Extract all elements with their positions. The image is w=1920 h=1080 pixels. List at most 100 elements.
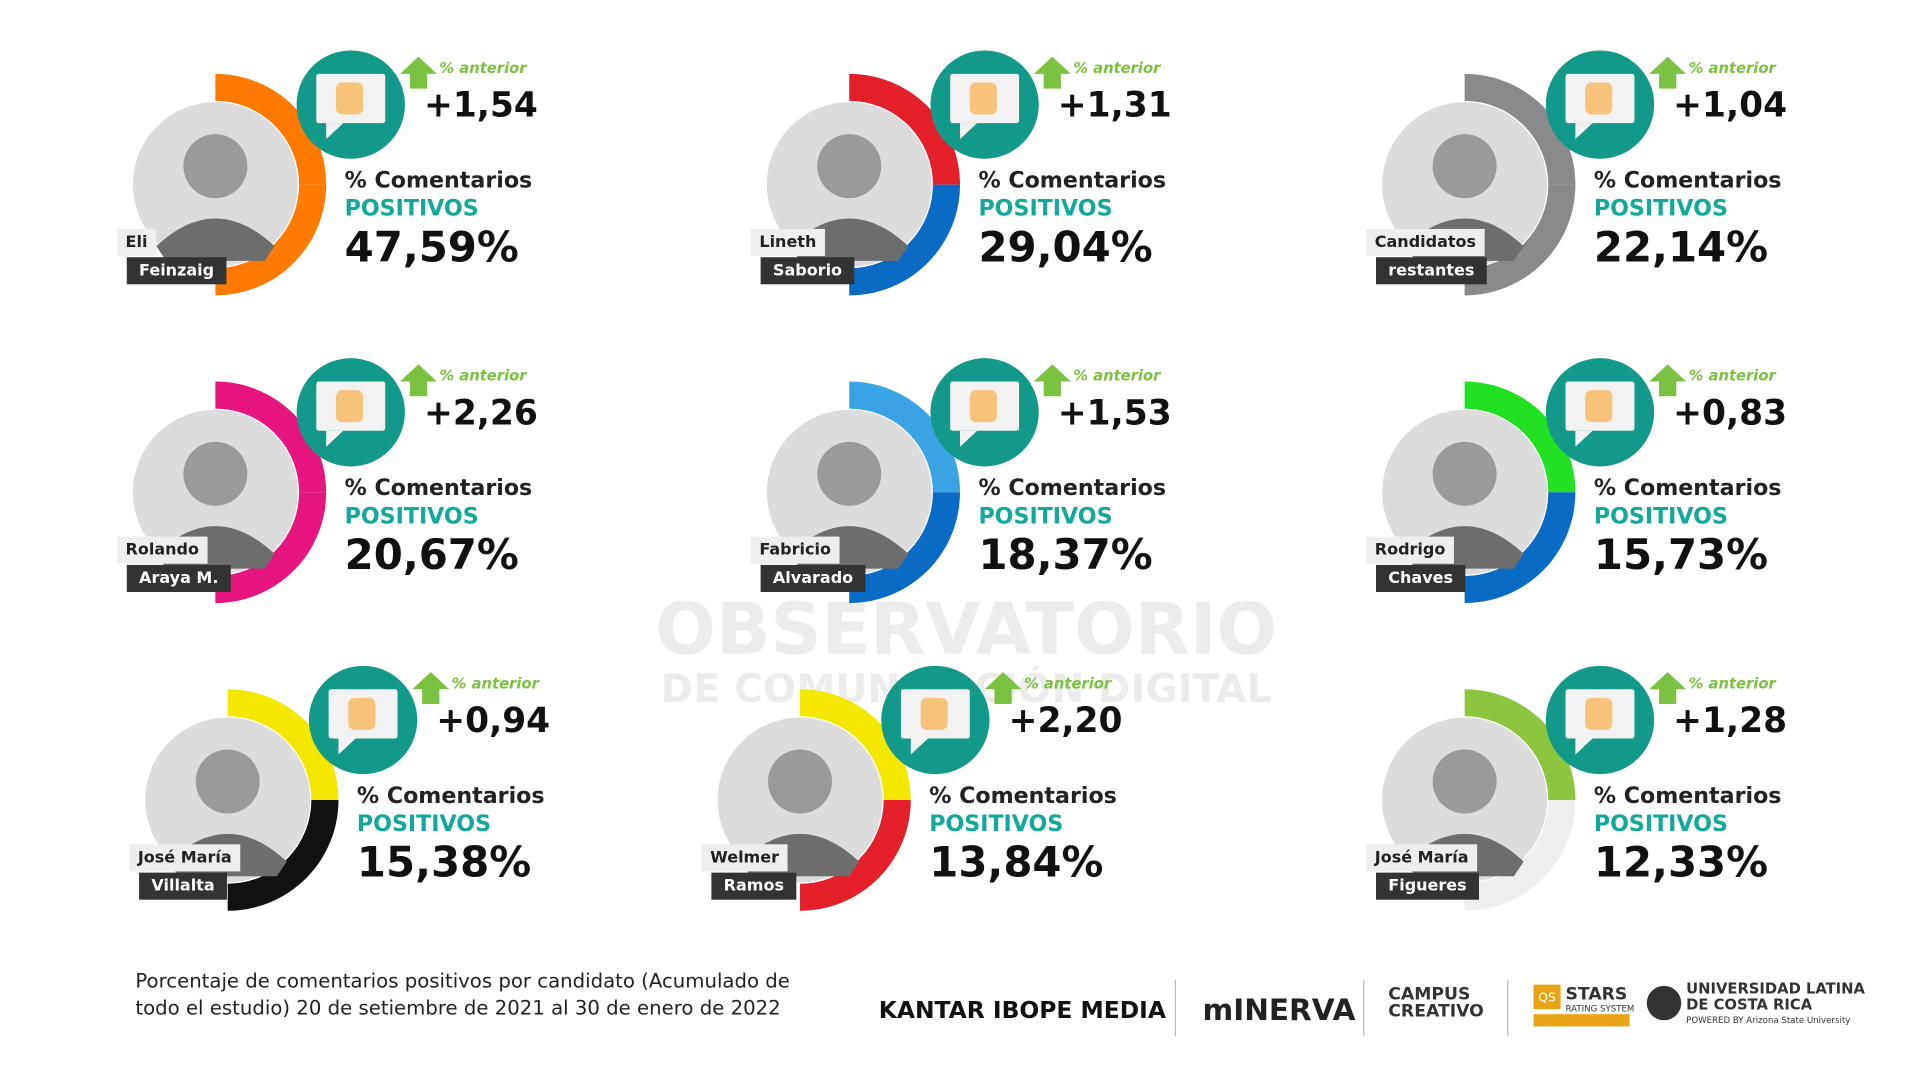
candidate-card: % anterior +0,83 % ComentariosPOSITIVOS15,… <box>1366 358 1787 604</box>
thumb-tail <box>960 430 978 447</box>
label-bottom: POSITIVOS <box>1594 811 1728 837</box>
candidate-card: % anterior +0,94 % ComentariosPOSITIVOS15,… <box>129 665 550 911</box>
name-box <box>1366 536 1454 564</box>
thumb <box>969 390 997 423</box>
ring-top <box>214 73 327 186</box>
ring-bottom <box>227 799 339 911</box>
up-arrow <box>984 672 1022 704</box>
logo: CAMPUS <box>1388 984 1470 1004</box>
change-label: % anterior <box>1024 675 1113 692</box>
last-name: Figueres <box>1388 876 1466 895</box>
logo: UNIVERSIDAD LATINA <box>1686 981 1865 998</box>
name-box <box>1376 564 1466 592</box>
change: +0,83 <box>1673 393 1787 433</box>
first-name: Fabricio <box>759 540 831 559</box>
ring-top <box>799 689 911 801</box>
value: 12,33% <box>1594 838 1768 887</box>
value: 22,14% <box>1594 222 1768 271</box>
up-arrow <box>1649 56 1687 89</box>
thumb-tail <box>1575 738 1593 755</box>
value: 13,84% <box>929 838 1103 887</box>
name-box <box>116 536 208 564</box>
change-label: % anterior <box>1689 675 1778 692</box>
change: +0,94 <box>436 701 550 741</box>
label-top: % Comentarios <box>1594 783 1782 809</box>
change-label: % anterior <box>1689 368 1778 385</box>
change: +1,54 <box>424 86 538 126</box>
candidate-card: % anterior +1,54 % Comentarios POSITIVOS47,… <box>116 50 538 296</box>
value: 15,73% <box>1594 530 1768 579</box>
first-name: Rolando <box>126 540 199 559</box>
first-name: Lineth <box>759 232 816 251</box>
thumb-tail <box>910 738 928 755</box>
first-name: Rodrigo <box>1375 540 1446 559</box>
name-box <box>760 257 855 285</box>
candidate-card: % anterior +1,04 % Comentarios POSITIVOS22,… <box>1366 50 1787 296</box>
change: +1,28 <box>1673 701 1787 741</box>
last-name: Ramos <box>724 876 784 895</box>
name-box <box>126 257 227 285</box>
thumb <box>336 390 364 423</box>
label-bottom: POSITIVOS <box>1594 503 1728 529</box>
ring-top <box>1464 689 1576 801</box>
name-box <box>760 564 866 592</box>
logo: KANTAR IBOPE MEDIA <box>879 996 1166 1024</box>
value: 15,38% <box>357 838 531 887</box>
last-name: restantes <box>1388 260 1474 279</box>
ring-top <box>1464 381 1576 493</box>
logo: QS <box>1538 991 1556 1005</box>
label-top: % Comentarios <box>1594 475 1782 501</box>
name-box <box>1376 872 1479 900</box>
up-arrow <box>1033 56 1071 89</box>
change: +1,31 <box>1058 86 1172 126</box>
up-arrow <box>400 56 437 89</box>
label-top: % Comentarios <box>345 167 533 193</box>
photo-head <box>768 749 832 814</box>
last-name: Villalta <box>151 876 214 895</box>
thumb-tail <box>1575 123 1593 140</box>
thumb <box>348 697 376 730</box>
thumb-tail <box>326 430 344 447</box>
ring-top <box>214 381 327 493</box>
first-name: Candidatos <box>1375 232 1476 251</box>
change-label: % anterior <box>1689 60 1778 77</box>
thumb <box>1585 390 1613 423</box>
logo: DE COSTA RICA <box>1686 997 1813 1014</box>
photo-head <box>183 441 248 506</box>
last-name: Saborio <box>773 260 842 279</box>
ring-bottom <box>214 184 327 296</box>
ring-bottom <box>1464 799 1576 911</box>
last-name: Alvarado <box>773 568 853 587</box>
ring-bottom <box>214 491 327 604</box>
label-top: % Comentarios <box>357 783 545 809</box>
last-name: Feinzaig <box>139 260 214 279</box>
photo-head <box>817 441 882 506</box>
ring-bottom <box>799 799 911 911</box>
label-bottom: POSITIVOS <box>1594 196 1728 222</box>
logo: RATING SYSTEM <box>1566 1005 1635 1015</box>
label-top: % Comentarios <box>978 167 1166 193</box>
label-bottom: POSITIVOS <box>357 811 491 837</box>
name-box <box>1366 228 1485 256</box>
name-box <box>129 844 241 872</box>
ring-top <box>848 73 960 186</box>
logo: mINERVA <box>1202 993 1355 1027</box>
ring-top <box>1464 73 1576 186</box>
name-box <box>139 872 227 900</box>
watermark: OBSERVATORIO <box>655 587 1277 670</box>
change-label: % anterior <box>439 368 528 385</box>
name-box <box>126 564 231 592</box>
label-bottom: POSITIVOS <box>345 503 479 529</box>
caption: todo el estudio) 20 de setiembre de 2021… <box>135 997 780 1020</box>
thumb <box>969 82 997 115</box>
ring-bottom <box>1464 491 1576 604</box>
value: 29,04% <box>978 222 1152 271</box>
thumb <box>1585 697 1613 730</box>
label-top: % Comentarios <box>345 475 533 501</box>
candidate-card: % anterior +1,31 % Comentarios POSITIVOS29,… <box>750 50 1172 296</box>
name-box <box>701 844 788 872</box>
first-name: Welmer <box>710 847 779 866</box>
change-label: % anterior <box>1073 60 1162 77</box>
thumb <box>336 82 364 115</box>
